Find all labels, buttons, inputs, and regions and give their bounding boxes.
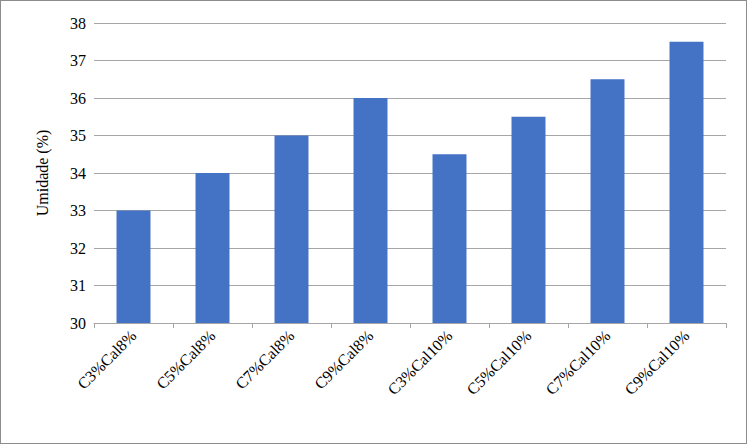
svg-text:C3%Cal8%: C3%Cal8%: [74, 327, 139, 392]
svg-text:C9%Cal10%: C9%Cal10%: [621, 327, 692, 398]
svg-text:Umidade (%): Umidade (%): [34, 130, 52, 217]
svg-text:30: 30: [70, 315, 86, 332]
svg-text:C7%Cal10%: C7%Cal10%: [542, 327, 613, 398]
svg-text:C5%Cal8%: C5%Cal8%: [153, 327, 218, 392]
svg-text:32: 32: [70, 240, 86, 257]
svg-text:C9%Cal8%: C9%Cal8%: [311, 327, 376, 392]
svg-text:C7%Cal8%: C7%Cal8%: [232, 327, 297, 392]
svg-text:37: 37: [70, 52, 86, 69]
svg-text:C5%Cal10%: C5%Cal10%: [463, 327, 534, 398]
svg-text:35: 35: [70, 127, 86, 144]
svg-text:34: 34: [70, 165, 86, 182]
svg-text:36: 36: [70, 90, 86, 107]
svg-text:C3%Cal10%: C3%Cal10%: [384, 327, 455, 398]
svg-text:33: 33: [70, 202, 86, 219]
svg-text:31: 31: [70, 277, 86, 294]
svg-text:38: 38: [70, 15, 86, 32]
